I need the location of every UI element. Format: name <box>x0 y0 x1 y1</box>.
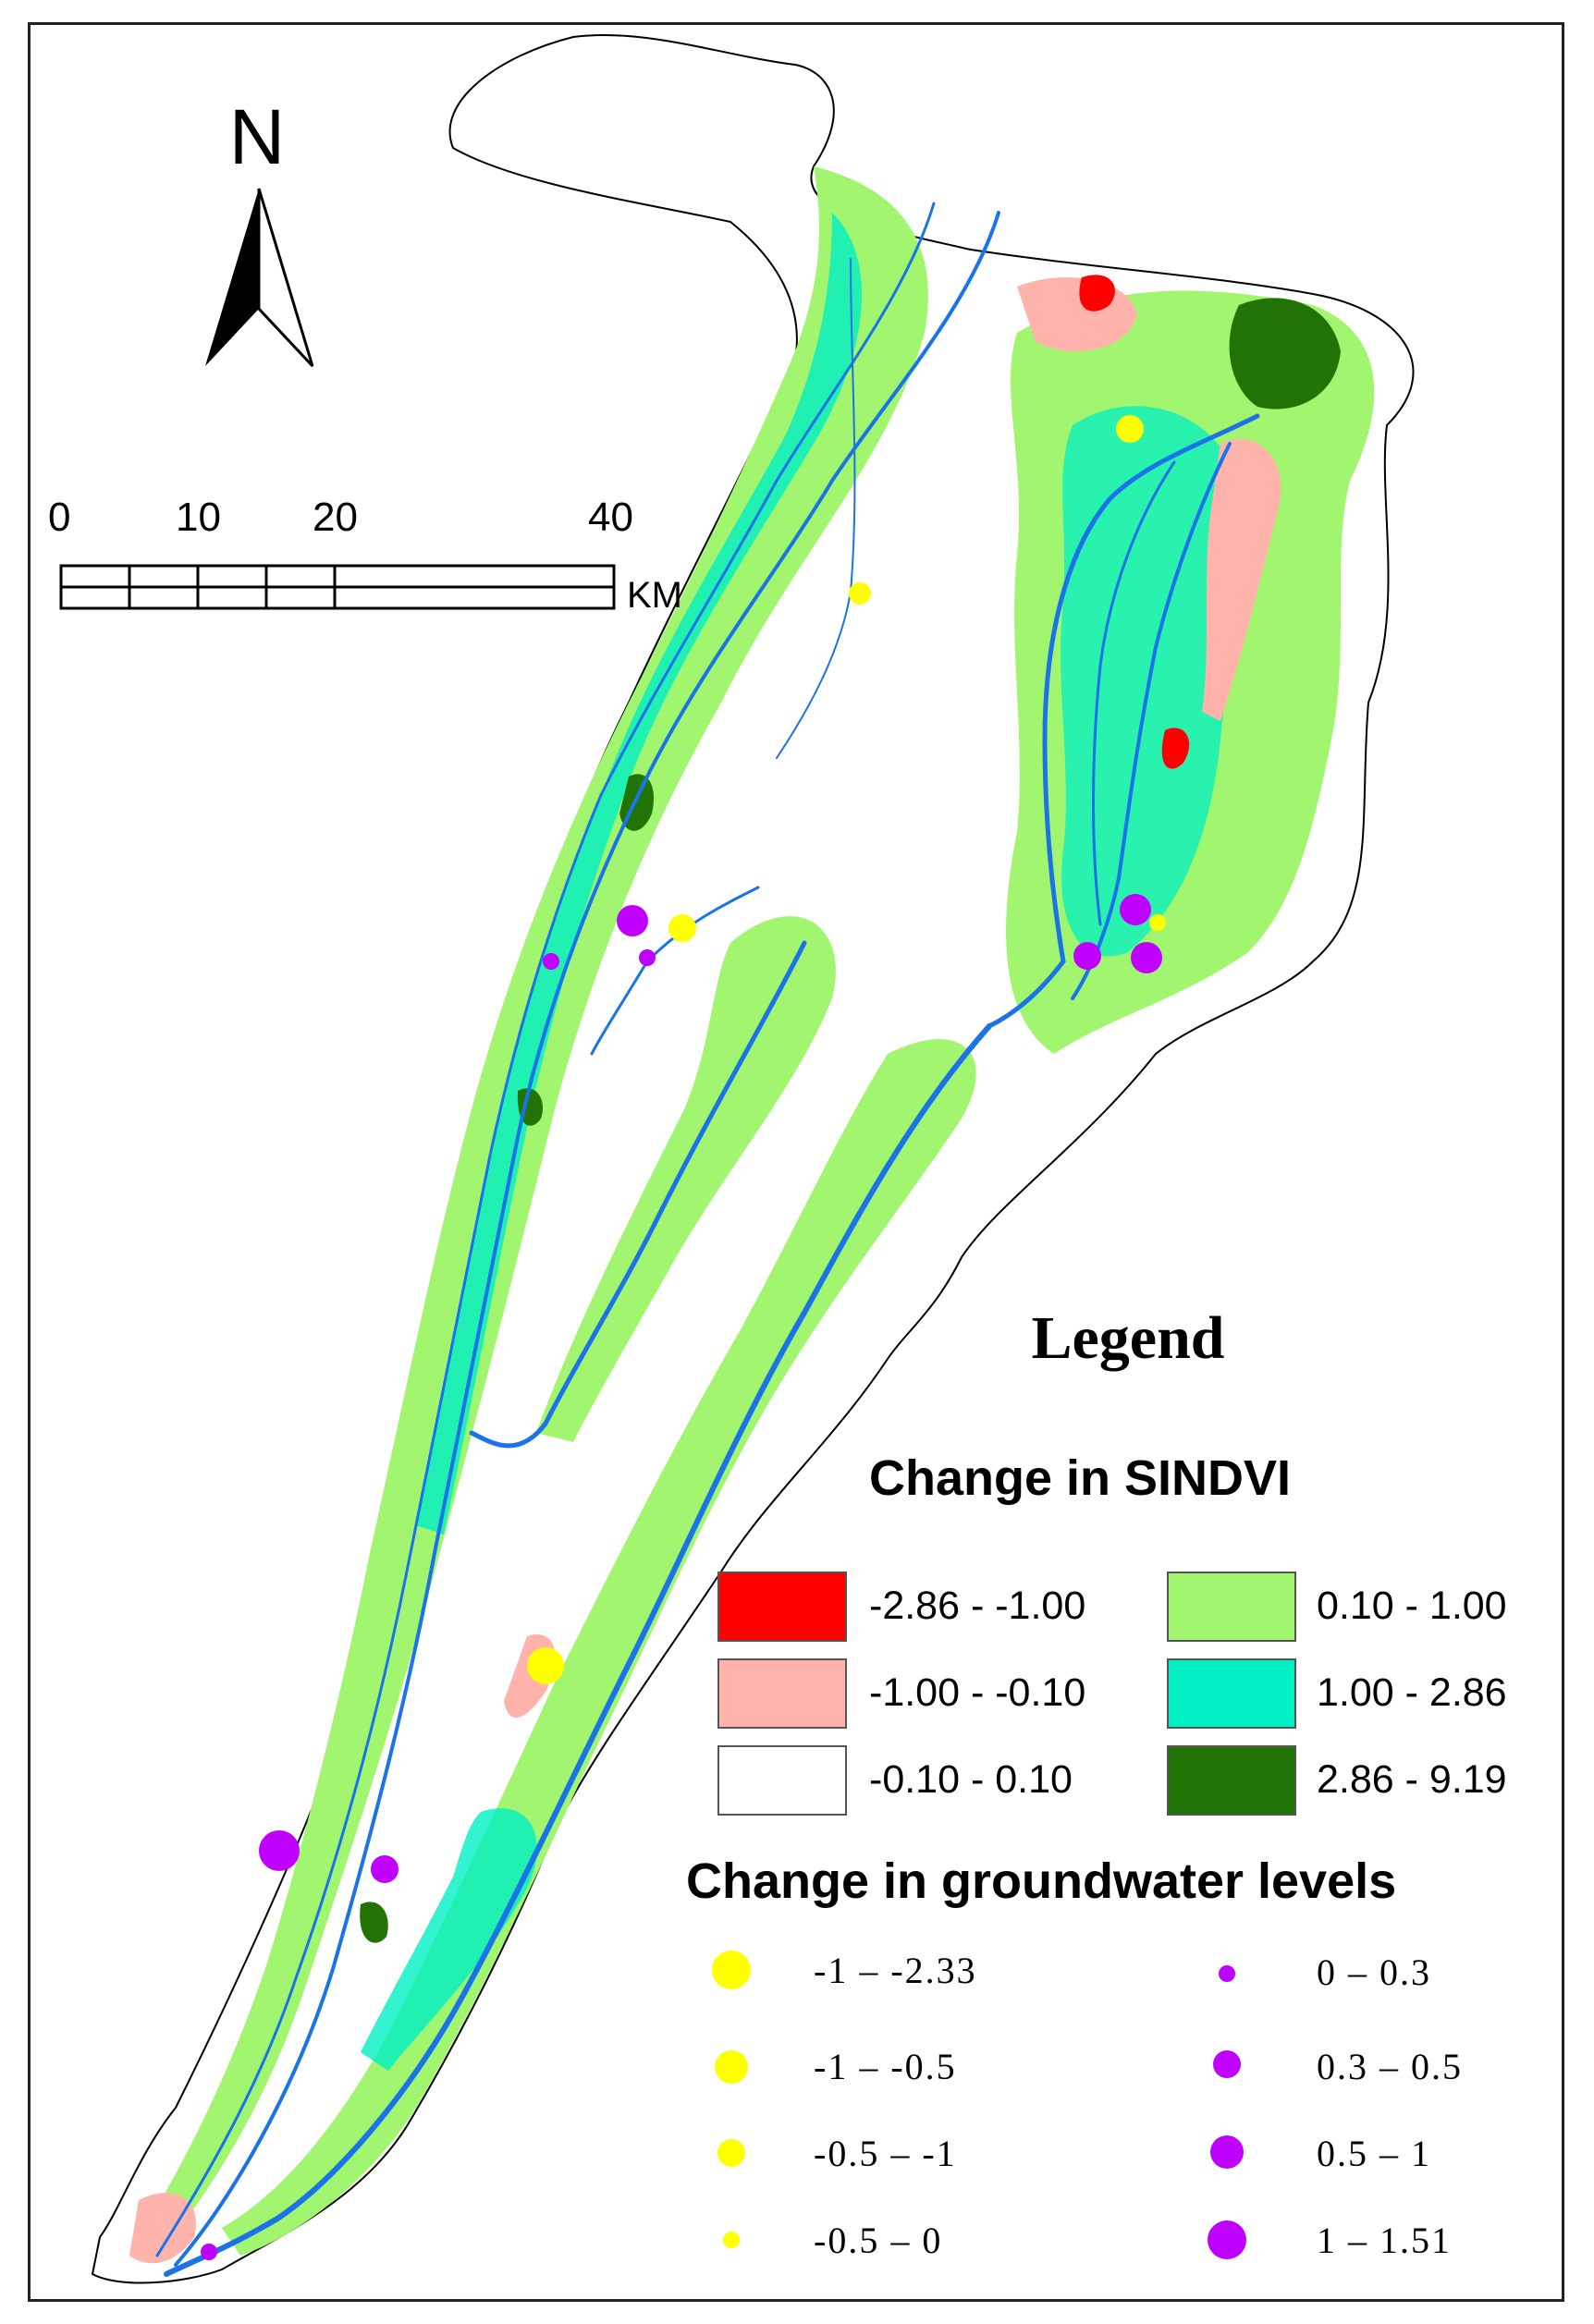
sindvi-west-corridor <box>139 166 928 2256</box>
sindvi-swatch <box>1167 1572 1296 1642</box>
groundwater-label: 0.5 – 1 <box>1317 2133 1431 2174</box>
river-west-channel <box>174 211 1000 2267</box>
sindvi-label: 1.00 - 2.86 <box>1317 1670 1507 1715</box>
well-point <box>1149 914 1166 931</box>
groundwater-dot <box>1208 2220 1246 2259</box>
map-frame <box>28 22 1564 2302</box>
well-point <box>1131 942 1162 973</box>
river-main-channel <box>164 1023 992 2277</box>
groundwater-label: 0 – 0.3 <box>1317 1951 1431 1993</box>
groundwater-label: 0.3 – 0.5 <box>1317 2046 1463 2087</box>
sindvi-negative-pink-4 <box>129 2193 196 2264</box>
sindvi-swatch <box>717 1572 847 1642</box>
well-point <box>617 905 648 936</box>
sindvi-swatch <box>717 1745 847 1816</box>
river-east-tributary <box>1071 442 1232 1000</box>
sindvi-southern-core <box>361 1808 537 2071</box>
groundwater-dot <box>1213 2050 1241 2078</box>
sindvi-negative-red-2 <box>1161 728 1190 769</box>
groundwater-wells <box>201 415 1166 2260</box>
well-point <box>259 1830 300 1871</box>
well-point <box>1120 894 1151 925</box>
sindvi-high-green-1 <box>1229 298 1341 410</box>
scale-tick-40: 40 <box>588 495 633 540</box>
groundwater-dot <box>1210 2135 1244 2169</box>
sindvi-label: -0.10 - 0.10 <box>869 1757 1073 1802</box>
sindvi-label: 0.10 - 1.00 <box>1317 1584 1507 1628</box>
legend-sindvi-title: Change in SINDVI <box>869 1450 1292 1506</box>
scale-tick-10: 10 <box>176 495 221 540</box>
river-north-branch <box>776 258 856 759</box>
groundwater-dot <box>715 2050 748 2084</box>
well-point <box>527 1647 564 1684</box>
well-point <box>371 1855 398 1883</box>
legend-groundwater-title: Change in groundwater levels <box>686 1853 1397 1909</box>
sindvi-negative-red-1 <box>1079 275 1115 312</box>
groundwater-dot <box>1219 1965 1235 1982</box>
well-point <box>1073 942 1101 970</box>
groundwater-label: -1 – -0.5 <box>814 2046 957 2087</box>
scale-tick-20: 20 <box>313 495 358 540</box>
sindvi-label: -1.00 - -0.10 <box>869 1670 1086 1715</box>
well-point <box>639 949 656 966</box>
north-arrow-icon <box>205 188 314 368</box>
well-point <box>668 914 696 942</box>
legend-title: Legend <box>1031 1304 1225 1372</box>
groundwater-dot <box>717 2139 745 2167</box>
groundwater-dot <box>723 2232 740 2248</box>
sindvi-label: 2.86 - 9.19 <box>1317 1757 1507 1802</box>
sindvi-swatch <box>1167 1745 1296 1816</box>
groundwater-dot <box>712 1951 751 1989</box>
river-east-tributary-2 <box>1092 460 1176 926</box>
groundwater-label: -0.5 – 0 <box>814 2220 943 2261</box>
sindvi-high-green-4 <box>360 1902 388 1943</box>
groundwater-label: 1 – 1.51 <box>1317 2220 1452 2261</box>
scale-unit: KM <box>627 575 682 616</box>
scale-tick-0: 0 <box>48 495 71 540</box>
north-label: N <box>228 93 286 180</box>
river-central-channel <box>469 940 807 1449</box>
sindvi-label: -2.86 - -1.00 <box>869 1584 1086 1628</box>
river-east-channel <box>987 413 1260 1029</box>
sindvi-swatch <box>1167 1658 1296 1729</box>
well-point <box>1116 415 1144 443</box>
scale-bar <box>59 564 616 610</box>
well-point <box>543 953 559 970</box>
river-west-channel-2 <box>155 202 936 2257</box>
river-network <box>155 202 1260 2277</box>
sindvi-swatch <box>717 1658 847 1729</box>
sindvi-negative-pink-2 <box>1202 438 1281 721</box>
groundwater-label: -0.5 – -1 <box>814 2133 957 2174</box>
groundwater-label: -1 – -2.33 <box>814 1950 977 1991</box>
sindvi-central-band <box>536 916 836 1442</box>
well-point <box>849 582 871 605</box>
sindvi-west-core <box>416 213 863 1535</box>
well-point <box>201 2244 217 2260</box>
